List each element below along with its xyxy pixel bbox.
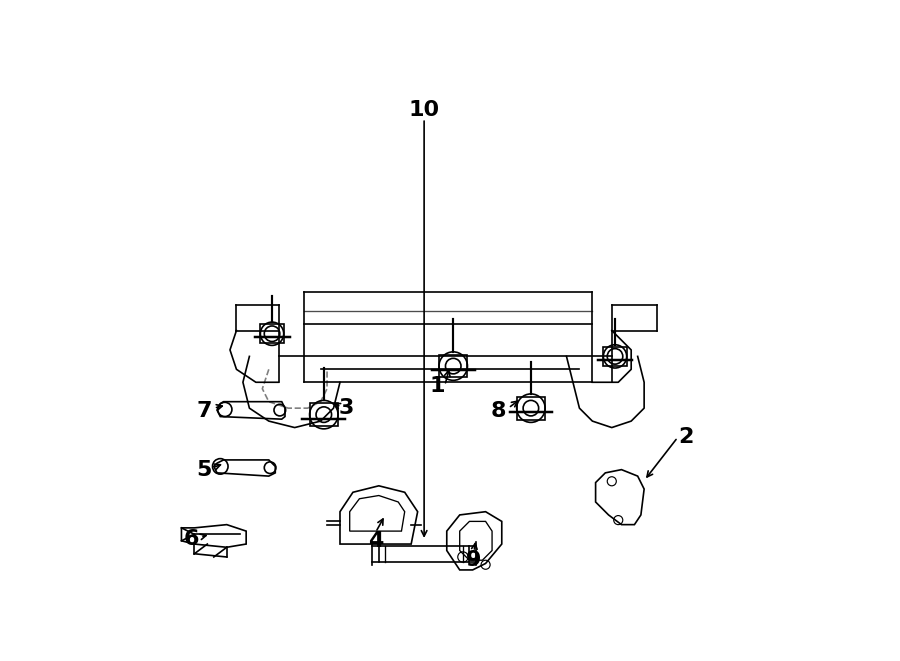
Bar bbox=[260, 325, 284, 343]
Text: 8: 8 bbox=[491, 401, 507, 422]
Text: 9: 9 bbox=[466, 550, 482, 570]
Text: 5: 5 bbox=[196, 459, 211, 480]
Bar bbox=[379, 546, 470, 562]
Text: 4: 4 bbox=[368, 531, 383, 551]
Text: 3: 3 bbox=[338, 398, 354, 418]
Bar bbox=[439, 355, 467, 377]
Bar bbox=[310, 403, 338, 426]
Text: 7: 7 bbox=[196, 401, 211, 422]
Text: 2: 2 bbox=[679, 427, 694, 447]
Text: 6: 6 bbox=[184, 529, 199, 549]
Text: 10: 10 bbox=[409, 100, 440, 120]
Bar bbox=[517, 397, 545, 420]
Bar bbox=[603, 347, 626, 366]
Text: 1: 1 bbox=[429, 375, 445, 395]
